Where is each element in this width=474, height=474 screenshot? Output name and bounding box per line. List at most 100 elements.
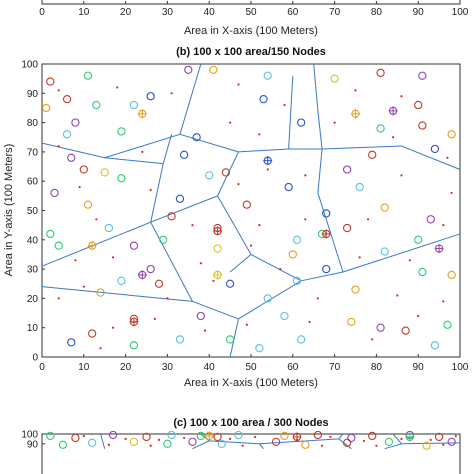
b-sensor-point [417,314,420,318]
b-node-marker [430,144,440,154]
b-sensor-point [149,188,152,192]
b-node-marker [71,118,80,127]
b-voronoi-edge [250,254,302,282]
b-sensor-point [316,297,319,300]
c-node-marker [271,437,281,446]
panel-c-y-tick-label: 100 [21,430,38,441]
c-node-marker [188,437,197,446]
b-sensor-point [74,259,77,262]
b-voronoi-edge [104,133,181,159]
panel-a-x-tick-label: 10 [78,7,90,18]
b-node-marker [263,71,272,80]
b-sensor-point [308,320,311,323]
panel-b-x-tick-label: 60 [287,362,299,373]
panel-a-x-tick-label: 0 [39,7,45,18]
b-sensor-point [170,92,173,95]
b-node-marker [50,188,59,198]
panel-b-x-tick-label: 80 [371,362,383,373]
c-node-marker [142,432,151,442]
b-sensor-point [396,294,399,297]
b-voronoi-edge [150,221,193,302]
b-node-marker [129,341,139,350]
c-node-marker [129,437,139,446]
b-node-marker [368,150,377,159]
b-node-marker [209,65,218,75]
b-node-marker [46,229,55,239]
panel-b-x-ticks: 0 10 20 30 40 50 60 70 80 90 100 [39,354,469,373]
b-sensor-point [111,256,115,259]
panel-b-x-tick-label: 40 [204,362,216,373]
panel-a-x-axis-label: Area in X-axis (100 Meters) [184,25,318,37]
b-node-marker [175,335,185,344]
c-node-marker [213,432,222,442]
b-sensor-point [392,136,395,139]
c-sensor-point [82,434,85,438]
b-node-marker [288,250,297,259]
b-node-marker [213,244,222,253]
b-sensor-point [78,185,81,189]
b-node-marker [347,317,356,326]
b-voronoi-edge [401,145,461,170]
c-sensor-point [241,444,244,447]
b-node-marker [297,335,306,344]
c-node-marker [71,433,80,443]
b-sensor-point [333,121,336,124]
b-node-marker [117,127,126,136]
c-sensor-point [229,437,232,440]
c-sensor-point [149,444,152,447]
b-node-marker [418,71,427,80]
c-node-marker [347,433,356,443]
b-sensor-point [442,224,445,227]
b-voronoi-edge [41,221,151,267]
c-node-marker [196,431,205,441]
b-node-marker [259,95,268,104]
b-node-marker [376,124,385,133]
c-voronoi-edge [384,443,402,450]
panel-b-y-tick-label: 20 [27,294,39,305]
panel-b-voronoi-edges [41,63,461,358]
c-node-marker [313,430,323,440]
panel-b-y-tick-label: 30 [27,265,39,276]
panel-b-x-axis-label: Area in X-axis (100 Meters) [184,377,318,389]
b-node-marker [88,329,97,338]
b-node-marker [255,344,264,353]
b-node-marker [292,276,302,285]
b-voronoi-edge [217,151,239,197]
panel-b-y-tick-label: 10 [27,323,39,334]
b-node-marker [96,288,105,297]
panel-b-x-tick-label: 100 [452,362,469,373]
b-sensor-point [371,338,374,341]
panel-a-x-tick-label: 100 [452,7,469,18]
b-sensor-point [237,83,240,86]
b-sensor-point [400,174,403,177]
panel-b-title: (b) 100 x 100 area/150 Nodes [176,46,326,58]
b-voronoi-edge [104,157,164,165]
panel-a-x-tick-label: 40 [204,7,216,18]
b-sensor-point [358,256,361,259]
c-sensor-point [157,438,161,441]
b-voronoi-edge [41,142,105,159]
b-node-marker [154,279,164,288]
panel-c-frame [41,433,461,474]
b-sensor-point [203,329,207,332]
b-sensor-point [408,259,411,262]
panel-b-cluster-head-markers [87,106,444,327]
c-node-marker [342,438,352,447]
panel-c-cluster-head-markers [204,431,415,442]
c-voronoi-edge [392,433,402,445]
b-voronoi-edge [229,318,239,358]
c-node-marker [434,432,444,442]
panel-b-y-tick-label: 50 [27,206,39,217]
panel-b-x-tick-label: 90 [413,362,425,373]
panel-a-x-ticks: 0 10 20 30 40 50 60 70 80 90 100 [39,1,469,18]
panel-c-sensor-points [82,434,457,447]
b-node-marker [46,77,55,86]
b-node-marker [54,241,63,250]
panel-b-x-tick-label: 70 [329,362,341,373]
c-node-marker [234,430,243,440]
c-voronoi-edge [258,443,264,450]
b-node-marker [42,103,51,113]
b-sensor-point [82,285,85,288]
b-node-marker [184,65,193,75]
